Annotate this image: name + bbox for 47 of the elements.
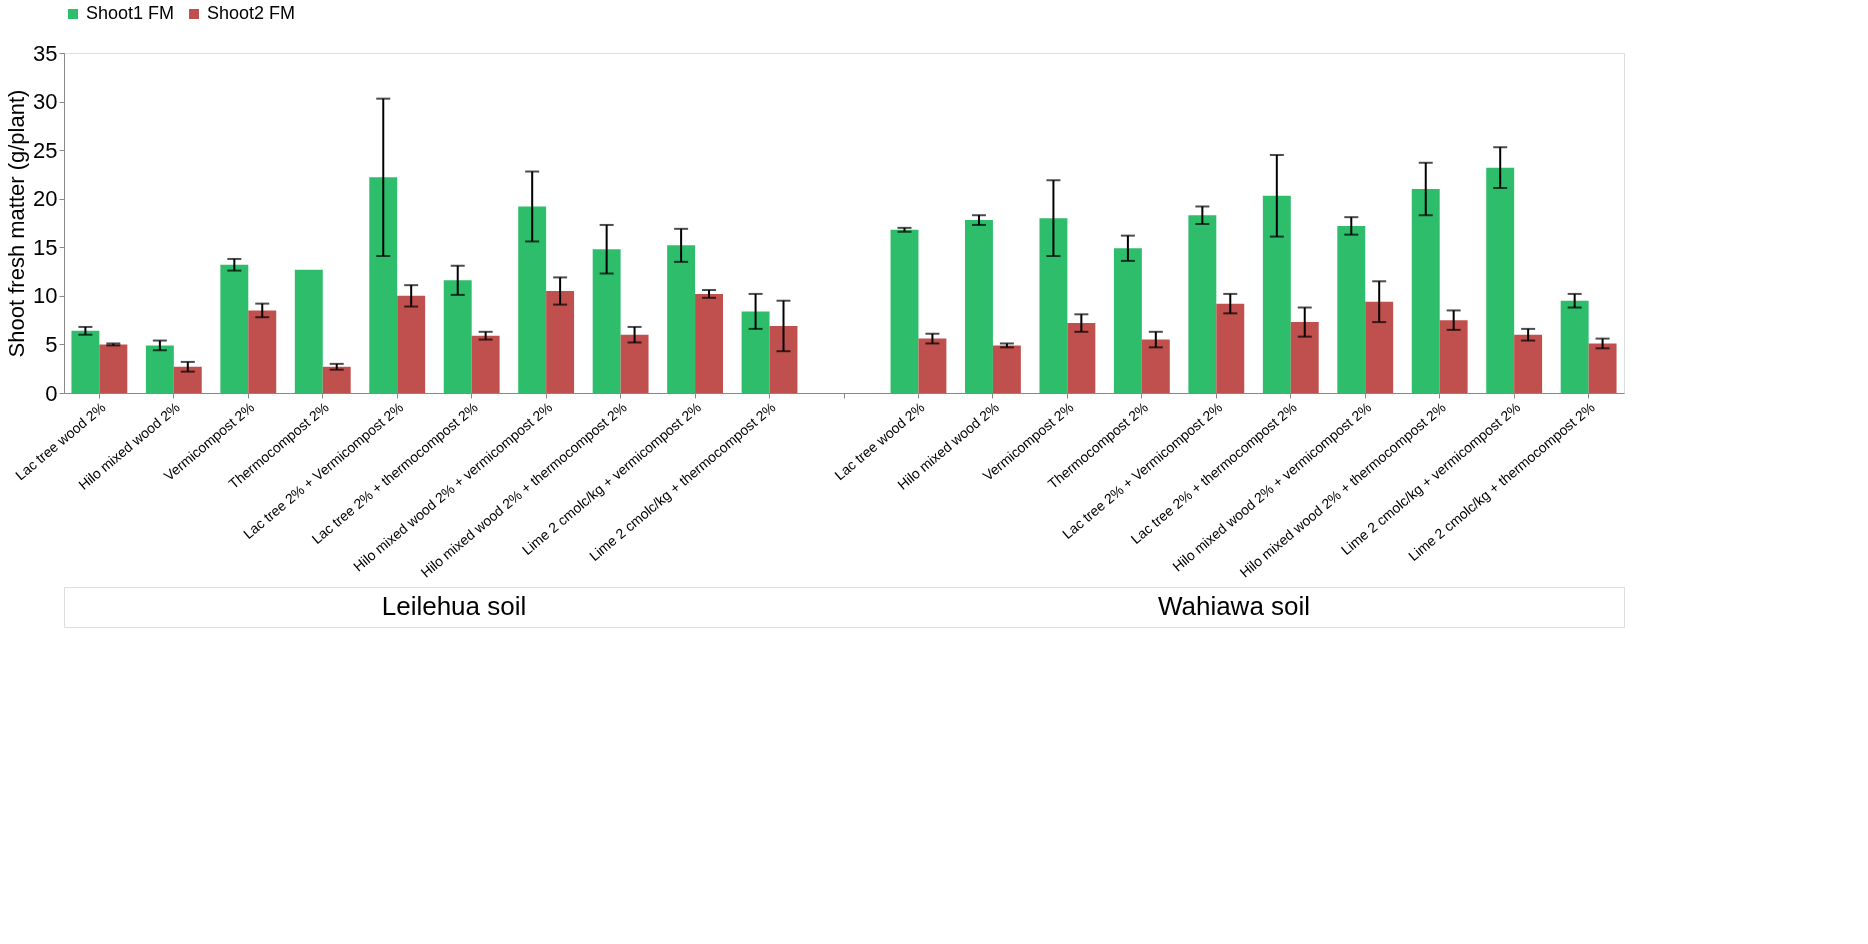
text: Leilehua soil bbox=[381, 591, 527, 621]
bar bbox=[173, 366, 202, 393]
y-axis-title: Shoot fresh matter (g/plant) bbox=[4, 89, 30, 358]
bar bbox=[769, 325, 798, 393]
bar bbox=[397, 295, 426, 393]
y-tick-label: 15 bbox=[33, 234, 58, 260]
bar bbox=[1216, 303, 1245, 393]
bar bbox=[1141, 339, 1170, 393]
text: Wahiawa soil bbox=[1157, 591, 1311, 621]
y-tick-label: 35 bbox=[33, 40, 58, 66]
y-tick-label: 25 bbox=[33, 137, 58, 163]
legend-label: Shoot1 FM bbox=[86, 3, 175, 23]
bar bbox=[99, 344, 128, 393]
bar bbox=[145, 345, 174, 393]
bar bbox=[1039, 218, 1068, 393]
bar bbox=[1411, 189, 1440, 393]
bar bbox=[443, 280, 472, 393]
bar bbox=[546, 291, 575, 393]
bar bbox=[1113, 248, 1142, 393]
bar bbox=[1188, 215, 1217, 393]
bar bbox=[369, 177, 398, 393]
bar bbox=[1588, 343, 1617, 393]
bar bbox=[1337, 225, 1366, 393]
bar bbox=[1560, 300, 1589, 393]
bar bbox=[918, 338, 947, 393]
bar bbox=[1262, 195, 1291, 393]
bar bbox=[741, 311, 770, 393]
bar bbox=[518, 206, 547, 393]
bar bbox=[248, 310, 277, 393]
bar bbox=[667, 245, 696, 393]
bar bbox=[1514, 334, 1543, 393]
y-tick-label: 30 bbox=[33, 89, 58, 115]
y-tick-label: 10 bbox=[33, 283, 58, 309]
y-tick-label: 5 bbox=[45, 331, 58, 357]
bar bbox=[592, 249, 621, 393]
bar bbox=[1486, 167, 1515, 393]
bar bbox=[965, 220, 993, 393]
bar bbox=[1365, 301, 1394, 393]
legend-label: Shoot2 FM bbox=[207, 3, 296, 23]
bar bbox=[620, 334, 649, 393]
y-tick-label: 20 bbox=[33, 186, 58, 212]
bar bbox=[1290, 322, 1319, 393]
bar bbox=[220, 264, 249, 393]
bar bbox=[1439, 320, 1468, 393]
bar bbox=[1067, 323, 1096, 393]
bar bbox=[294, 269, 323, 393]
y-tick-label: 0 bbox=[45, 380, 58, 406]
